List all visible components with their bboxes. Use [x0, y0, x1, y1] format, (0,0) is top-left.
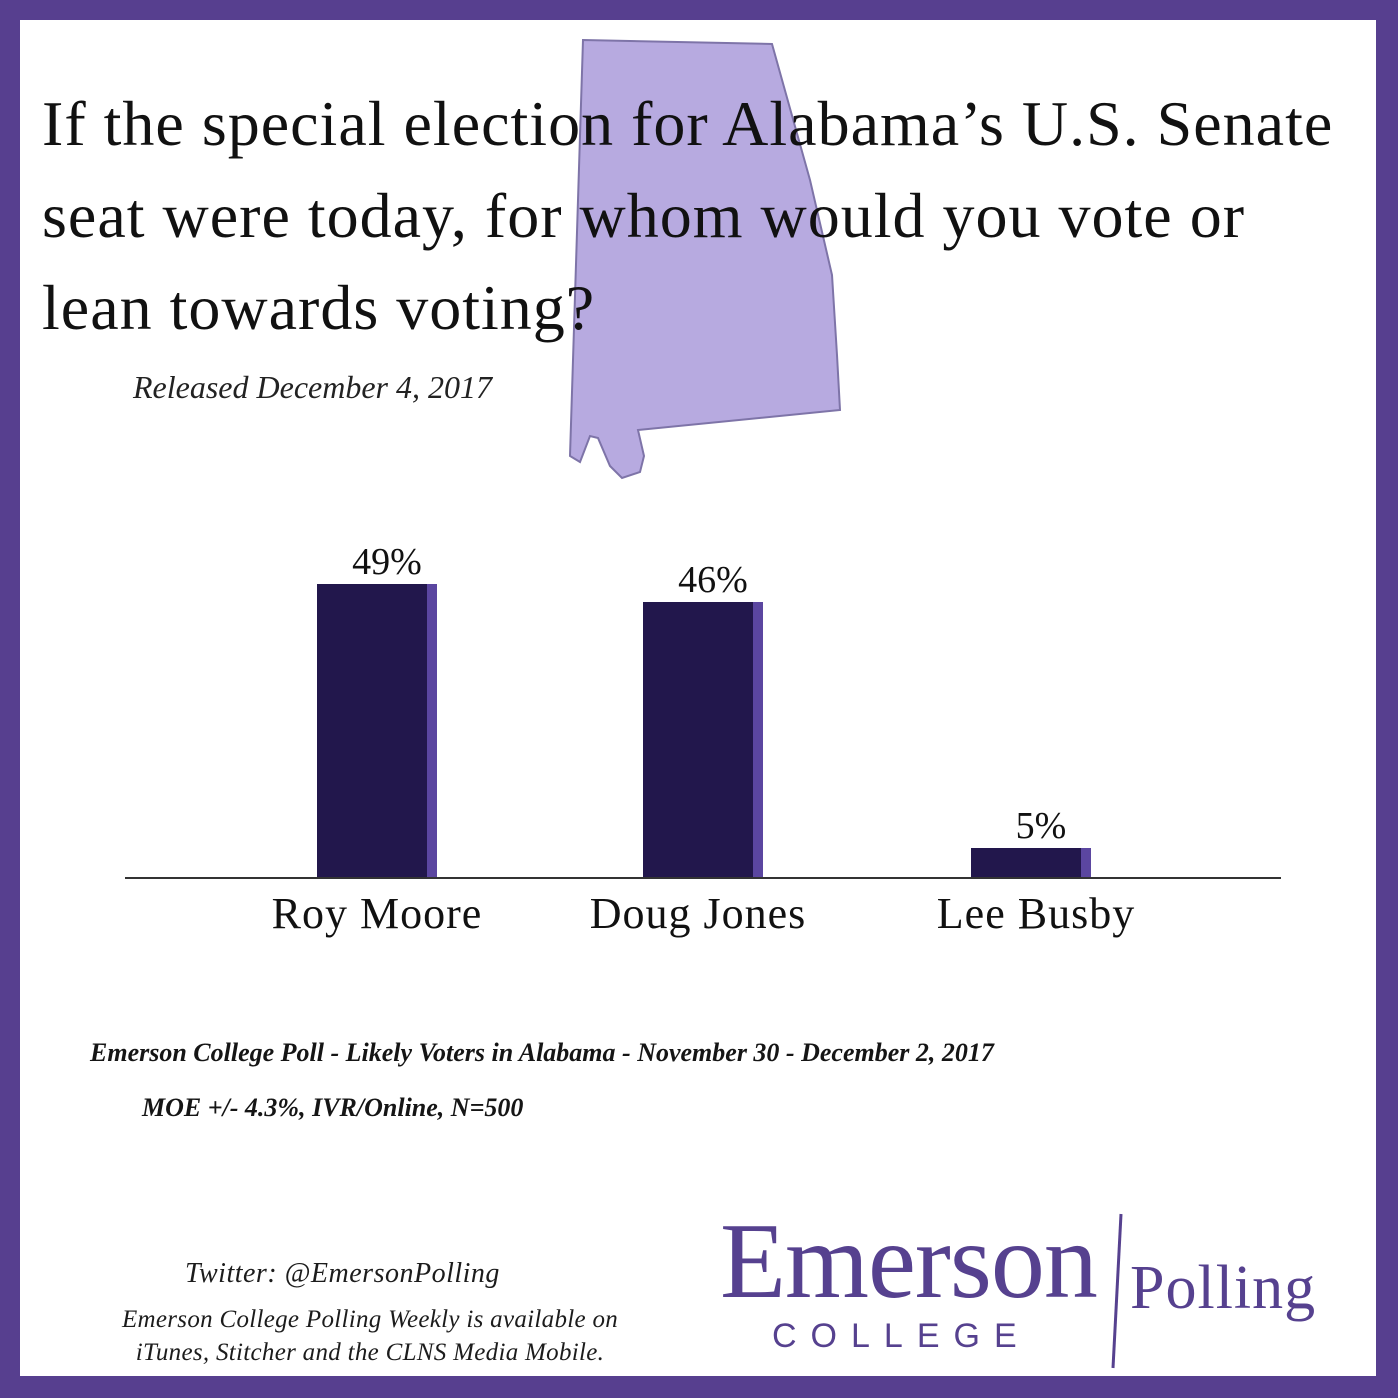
bar-side-doug-jones: [753, 602, 763, 878]
poll-source-note: Emerson College Poll - Likely Voters in …: [90, 1038, 994, 1067]
logo-polling: Polling: [1130, 1254, 1317, 1322]
podcast-line-2: iTunes, Stitcher and the CLNS Media Mobi…: [135, 1339, 605, 1366]
bar-side-lee-busby: [1081, 848, 1091, 878]
logo-college: COLLEGE: [772, 1317, 1031, 1355]
category-label: Roy Moore: [272, 889, 483, 938]
podcast-note: Emerson College Polling Weekly is availa…: [60, 1303, 680, 1369]
chart-title: If the special election for Alabama’s U.…: [42, 88, 1334, 343]
data-label: 5%: [1016, 805, 1067, 847]
category-label: Lee Busby: [937, 889, 1135, 938]
alabama-state-shape: [568, 38, 842, 480]
data-label: 46%: [678, 559, 748, 601]
poll-card: If the special election for Alabama’s U.…: [20, 20, 1376, 1376]
labels-group: 49% Roy Moore 46% Doug Jones 5% Lee Busby: [272, 541, 1135, 938]
release-date: Released December 4, 2017: [133, 369, 492, 405]
bar-lee-busby: [971, 848, 1091, 878]
bars-group: [317, 584, 1091, 878]
twitter-handle: Twitter: @EmersonPolling: [185, 1258, 500, 1289]
alabama-map-icon: [568, 38, 842, 480]
podcast-line-1: Emerson College Polling Weekly is availa…: [121, 1306, 619, 1333]
data-label: 49%: [352, 541, 422, 583]
bar-side-roy-moore: [427, 584, 437, 878]
bar-doug-jones: [643, 602, 763, 878]
logo-emerson: Emerson: [720, 1202, 1098, 1321]
category-label: Doug Jones: [590, 889, 807, 938]
moe-note: MOE +/- 4.3%, IVR/Online, N=500: [142, 1093, 524, 1122]
bar-chart: 49% Roy Moore 46% Doug Jones 5% Lee Busby: [125, 541, 1281, 938]
bar-roy-moore: [317, 584, 437, 878]
